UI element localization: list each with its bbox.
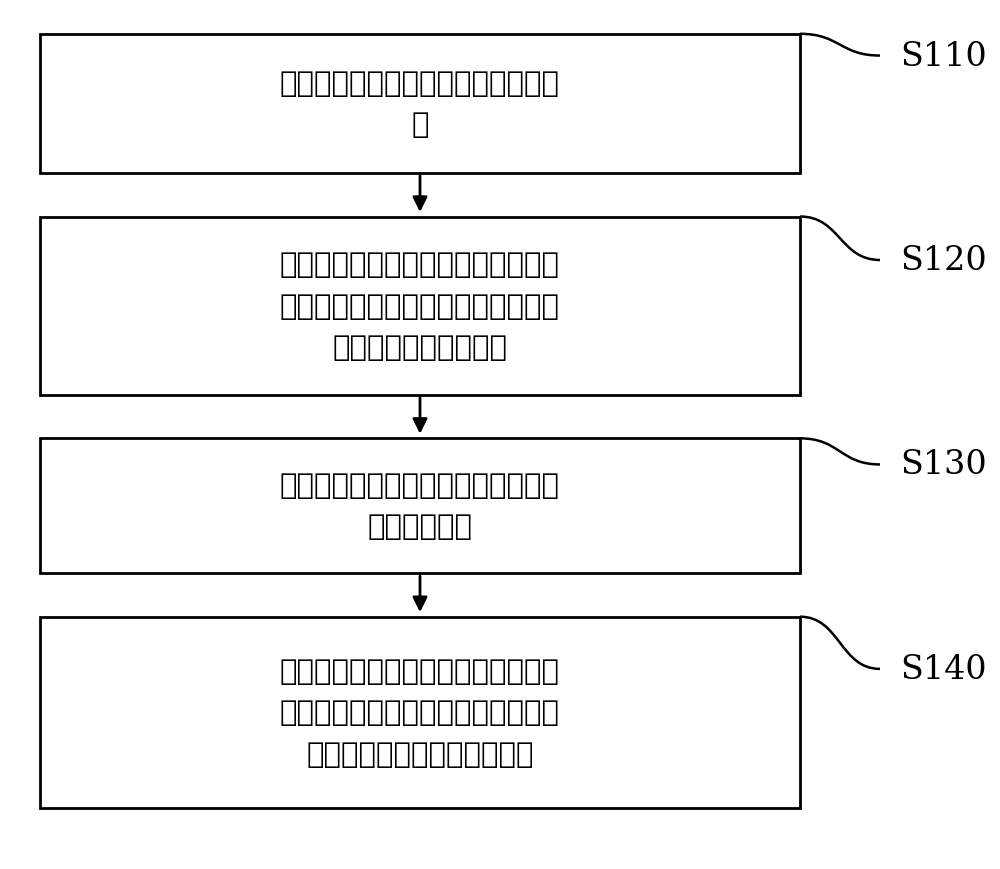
Bar (40, 439, 800, 574)
Text: 获取待停放车辆在所述交叉字路口位
置的行驶方向: 获取待停放车辆在所述交叉字路口位 置的行驶方向 (280, 472, 560, 541)
Text: 使设置在交叉路口的显示装置分区显
示与所述交叉路口相邻的各个预定区
域的空闲车位相关信息: 使设置在交叉路口的显示装置分区显 示与所述交叉路口相邻的各个预定区 域的空闲车位… (280, 251, 560, 362)
Bar (40, 617, 800, 808)
Bar (40, 217, 800, 395)
Text: 根据所述待停放车辆的行驶方向使所
述显示装置更新显示该行驶方向上的
预定区域的空闲车位相关信息: 根据所述待停放车辆的行驶方向使所 述显示装置更新显示该行驶方向上的 预定区域的空… (280, 658, 560, 767)
Text: S130: S130 (900, 449, 987, 481)
Text: S140: S140 (900, 653, 987, 685)
Text: 监控停车场内各个预定区域的空闲车
位: 监控停车场内各个预定区域的空闲车 位 (280, 70, 560, 139)
Bar (40, 35, 800, 174)
Text: S110: S110 (900, 41, 987, 72)
Text: S120: S120 (900, 245, 987, 276)
